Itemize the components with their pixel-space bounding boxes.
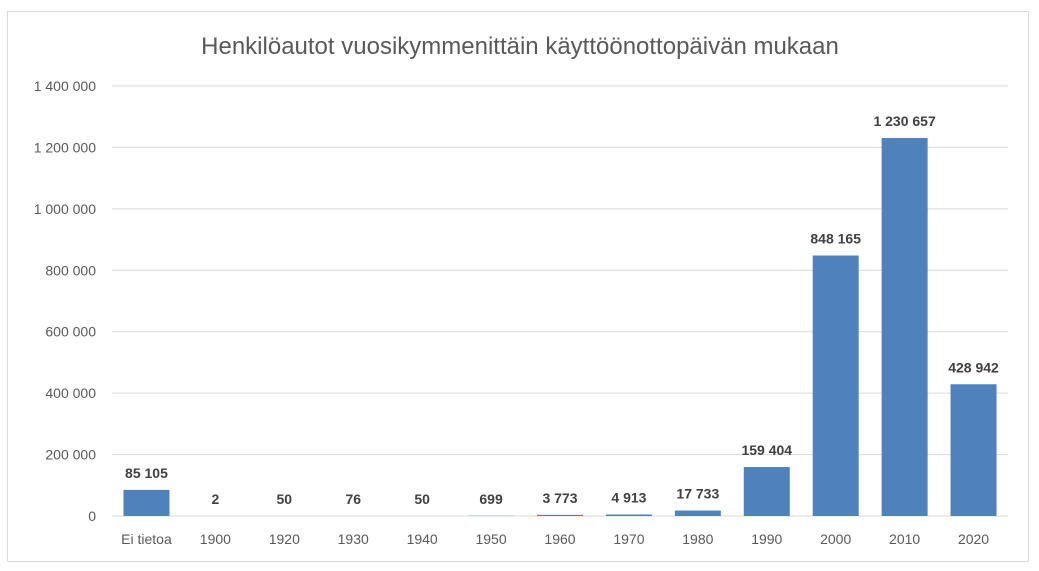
x-category-label: 2000 (820, 531, 851, 547)
y-tick-label: 1 200 000 (34, 139, 96, 155)
bars (123, 138, 997, 516)
y-tick-label: 800 000 (45, 262, 96, 278)
bar (743, 467, 790, 516)
data-label: 4 913 (611, 489, 646, 505)
bar (812, 255, 859, 516)
x-category-label: 1990 (751, 531, 782, 547)
x-axis-category-labels: Ei tietoa 1900 1920 1930 1940 1950 1960 1970 198… (121, 531, 989, 547)
bar (605, 514, 652, 516)
chart-title: Henkilöautot vuosikymmenittäin käyttööno… (201, 33, 839, 60)
x-category-label: 2010 (889, 531, 920, 547)
data-label: 428 942 (948, 359, 999, 375)
data-label: 848 165 (810, 230, 861, 246)
x-category-label: Ei tietoa (121, 531, 172, 547)
data-labels: 85 105 2 50 76 50 699 3 773 4 913 17 733 159 404 8… (125, 113, 999, 507)
data-label: 76 (345, 491, 361, 507)
data-label: 159 404 (741, 442, 792, 458)
gridlines (112, 85, 1008, 517)
data-label: 3 773 (542, 490, 577, 506)
data-label: 699 (479, 491, 503, 507)
y-tick-label: 400 000 (45, 385, 96, 401)
data-label: 17 733 (676, 486, 719, 502)
data-label: 50 (414, 491, 430, 507)
bar (950, 384, 997, 516)
bar (881, 138, 928, 516)
data-label: 2 (211, 491, 219, 507)
y-tick-label: 600 000 (45, 324, 96, 340)
x-category-label: 1980 (682, 531, 713, 547)
bar (537, 514, 583, 516)
y-tick-label: 1 400 000 (34, 78, 96, 94)
x-category-label: 1970 (613, 531, 644, 547)
data-label: 50 (277, 491, 293, 507)
x-category-label: 1960 (544, 531, 575, 547)
data-label: 85 105 (125, 465, 168, 481)
y-tick-label: 200 000 (45, 447, 96, 463)
x-category-label: 1920 (269, 531, 300, 547)
x-category-label: 1940 (407, 531, 438, 547)
x-category-label: 1900 (200, 531, 231, 547)
x-category-label: 1950 (475, 531, 506, 547)
x-category-label: 2020 (958, 531, 989, 547)
x-category-label: 1930 (338, 531, 369, 547)
data-label: 1 230 657 (873, 113, 935, 129)
y-tick-label: 1 000 000 (34, 201, 96, 217)
y-axis-tick-labels: 0 200 000 400 000 600 000 800 000 1 000 000 1 … (34, 78, 97, 524)
bar (123, 489, 170, 516)
bar (674, 510, 721, 516)
y-tick-label: 0 (88, 508, 96, 524)
